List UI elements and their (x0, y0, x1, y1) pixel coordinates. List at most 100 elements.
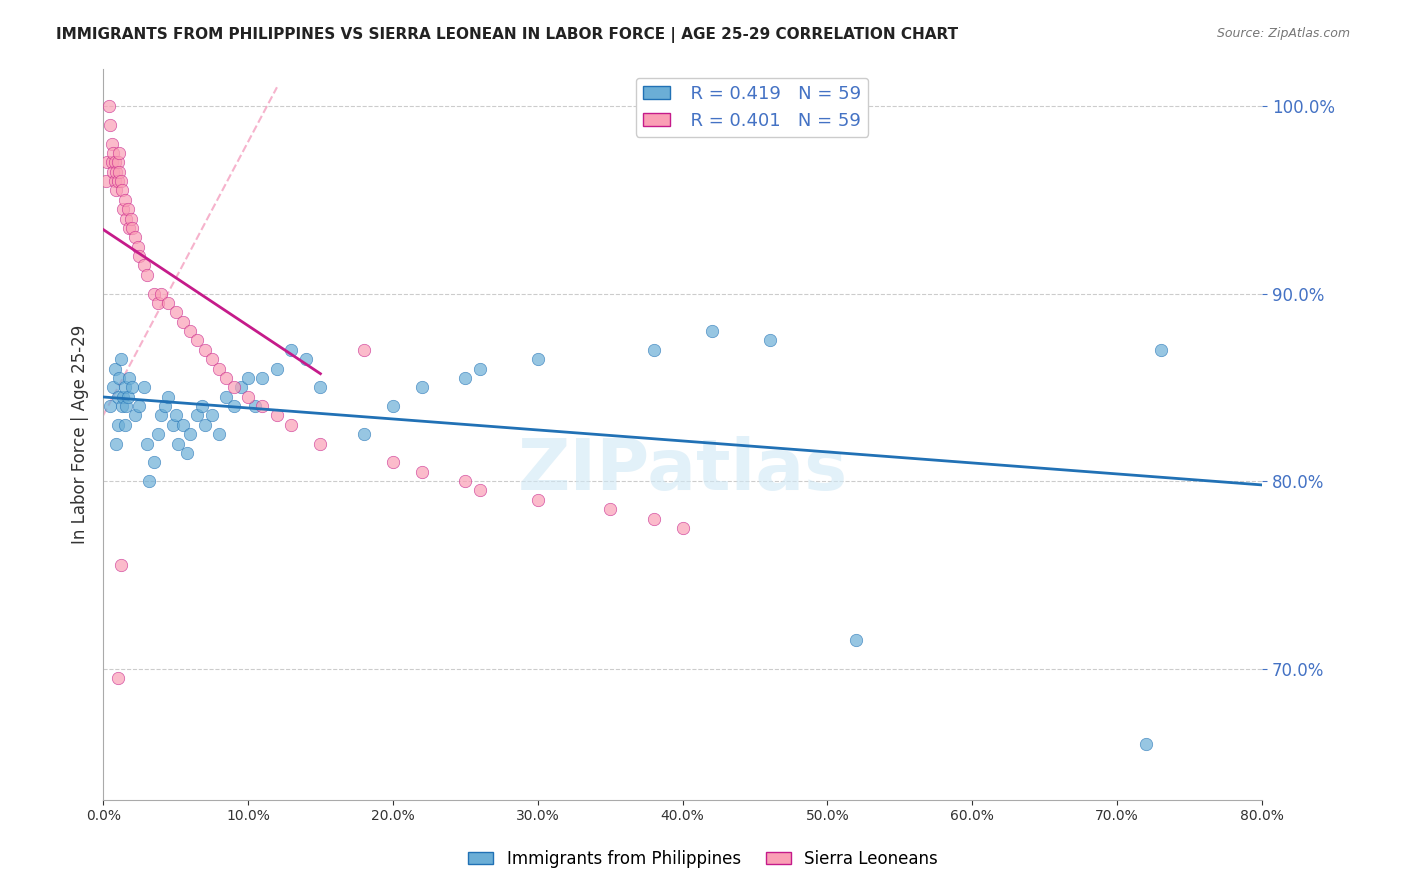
Immigrants from Philippines (845, 633, 868, 648)
Sierra Leoneans (111, 183, 134, 197)
Sierra Leoneans (120, 211, 142, 226)
Immigrants from Philippines (468, 361, 491, 376)
Immigrants from Philippines (105, 436, 128, 450)
Sierra Leoneans (266, 409, 288, 423)
Immigrants from Philippines (115, 399, 138, 413)
Sierra Leoneans (643, 511, 665, 525)
Immigrants from Philippines (118, 371, 141, 385)
Sierra Leoneans (103, 145, 125, 160)
Sierra Leoneans (103, 164, 125, 178)
Sierra Leoneans (101, 155, 124, 169)
Immigrants from Philippines (135, 436, 157, 450)
Immigrants from Philippines (295, 352, 318, 367)
Sierra Leoneans (135, 268, 157, 282)
Sierra Leoneans (179, 324, 201, 338)
Immigrants from Philippines (107, 417, 129, 432)
Immigrants from Philippines (100, 399, 122, 413)
Immigrants from Philippines (121, 380, 143, 394)
Immigrants from Philippines (176, 446, 198, 460)
Sierra Leoneans (215, 371, 238, 385)
Sierra Leoneans (599, 502, 621, 516)
Sierra Leoneans (117, 202, 139, 216)
Immigrants from Philippines (700, 324, 723, 338)
Immigrants from Philippines (165, 409, 187, 423)
Immigrants from Philippines (201, 409, 224, 423)
Immigrants from Philippines (381, 399, 404, 413)
Immigrants from Philippines (124, 409, 146, 423)
Immigrants from Philippines (138, 474, 160, 488)
Immigrants from Philippines (114, 417, 136, 432)
Sierra Leoneans (353, 343, 375, 357)
Sierra Leoneans (309, 436, 332, 450)
Immigrants from Philippines (353, 427, 375, 442)
Sierra Leoneans (115, 211, 138, 226)
Sierra Leoneans (252, 399, 274, 413)
Sierra Leoneans (104, 155, 127, 169)
Immigrants from Philippines (128, 399, 150, 413)
Sierra Leoneans (671, 521, 693, 535)
Immigrants from Philippines (280, 343, 302, 357)
Immigrants from Philippines (1135, 737, 1157, 751)
Immigrants from Philippines (309, 380, 332, 394)
Sierra Leoneans (112, 202, 135, 216)
Sierra Leoneans (208, 361, 231, 376)
Immigrants from Philippines (193, 417, 215, 432)
Sierra Leoneans (118, 220, 141, 235)
Sierra Leoneans (108, 164, 131, 178)
Sierra Leoneans (121, 220, 143, 235)
Immigrants from Philippines (167, 436, 190, 450)
Immigrants from Philippines (411, 380, 433, 394)
Immigrants from Philippines (114, 380, 136, 394)
Text: Source: ZipAtlas.com: Source: ZipAtlas.com (1216, 27, 1350, 40)
Sierra Leoneans (107, 671, 129, 685)
Immigrants from Philippines (222, 399, 245, 413)
Sierra Leoneans (142, 286, 165, 301)
Immigrants from Philippines (245, 399, 267, 413)
Sierra Leoneans (148, 296, 170, 310)
Immigrants from Philippines (454, 371, 477, 385)
Sierra Leoneans (107, 174, 129, 188)
Immigrants from Philippines (108, 371, 131, 385)
Immigrants from Philippines (162, 417, 184, 432)
Sierra Leoneans (454, 474, 477, 488)
Sierra Leoneans (100, 118, 122, 132)
Immigrants from Philippines (1149, 343, 1171, 357)
Sierra Leoneans (165, 305, 187, 319)
Legend:   R = 0.419   N = 59,   R = 0.401   N = 59: R = 0.419 N = 59, R = 0.401 N = 59 (636, 78, 869, 137)
Immigrants from Philippines (104, 361, 127, 376)
Immigrants from Philippines (643, 343, 665, 357)
Immigrants from Philippines (132, 380, 155, 394)
Immigrants from Philippines (208, 427, 231, 442)
Immigrants from Philippines (215, 390, 238, 404)
Sierra Leoneans (193, 343, 215, 357)
Sierra Leoneans (526, 492, 548, 507)
Sierra Leoneans (108, 145, 131, 160)
Sierra Leoneans (114, 193, 136, 207)
Sierra Leoneans (280, 417, 302, 432)
Sierra Leoneans (107, 155, 129, 169)
Sierra Leoneans (411, 465, 433, 479)
Immigrants from Philippines (142, 455, 165, 469)
Sierra Leoneans (128, 249, 150, 263)
Sierra Leoneans (236, 390, 259, 404)
Immigrants from Philippines (157, 390, 180, 404)
Immigrants from Philippines (236, 371, 259, 385)
Sierra Leoneans (150, 286, 173, 301)
Y-axis label: In Labor Force | Age 25-29: In Labor Force | Age 25-29 (72, 325, 89, 544)
Immigrants from Philippines (117, 390, 139, 404)
Sierra Leoneans (132, 259, 155, 273)
Immigrants from Philippines (112, 390, 135, 404)
Sierra Leoneans (468, 483, 491, 498)
Immigrants from Philippines (103, 380, 125, 394)
Sierra Leoneans (222, 380, 245, 394)
Sierra Leoneans (110, 174, 132, 188)
Sierra Leoneans (96, 155, 118, 169)
Legend: Immigrants from Philippines, Sierra Leoneans: Immigrants from Philippines, Sierra Leon… (461, 844, 945, 875)
Immigrants from Philippines (266, 361, 288, 376)
Immigrants from Philippines (186, 409, 208, 423)
Sierra Leoneans (157, 296, 180, 310)
Sierra Leoneans (381, 455, 404, 469)
Sierra Leoneans (105, 183, 128, 197)
Immigrants from Philippines (172, 417, 194, 432)
Sierra Leoneans (172, 315, 194, 329)
